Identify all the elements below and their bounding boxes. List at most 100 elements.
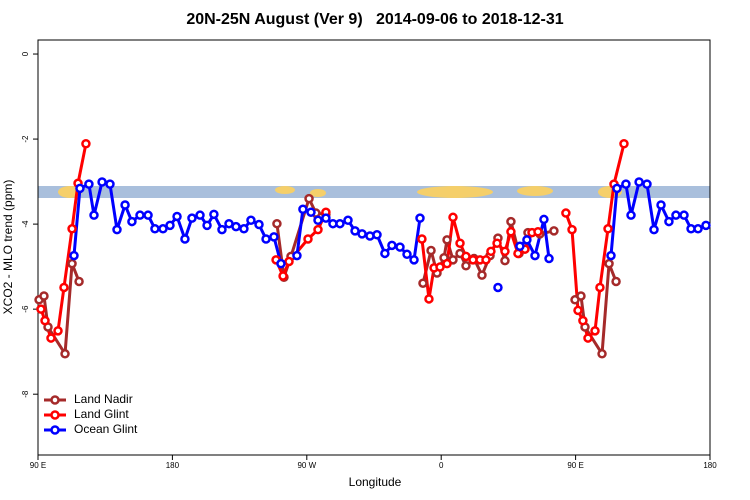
x-tick-label: 180 — [166, 461, 180, 470]
point — [395, 242, 405, 252]
point — [343, 215, 353, 226]
legend-marker — [50, 410, 60, 420]
point — [621, 179, 631, 189]
point — [127, 216, 137, 227]
point — [202, 220, 212, 231]
point — [426, 245, 436, 256]
point — [313, 215, 323, 226]
point — [172, 211, 182, 222]
point — [165, 220, 175, 231]
y-tick-label: -6 — [21, 305, 30, 313]
point — [424, 294, 434, 304]
point — [671, 210, 681, 220]
point — [611, 276, 621, 287]
point — [105, 179, 115, 189]
point — [269, 232, 279, 242]
point — [515, 241, 525, 251]
y-tick-label: -4 — [21, 220, 30, 228]
point — [603, 224, 613, 234]
point — [217, 224, 227, 235]
point — [120, 200, 130, 210]
point — [53, 326, 63, 336]
point — [590, 326, 600, 336]
point — [67, 224, 77, 234]
point — [606, 250, 616, 261]
point — [292, 250, 302, 261]
point — [664, 216, 674, 227]
point — [278, 271, 288, 281]
chart-title: 20N-25N August (Ver 9) 2014-09-06 to 201… — [186, 11, 563, 28]
point — [578, 315, 588, 326]
point — [261, 234, 271, 244]
point — [372, 229, 382, 240]
point — [597, 349, 607, 359]
point — [656, 200, 666, 210]
point — [97, 177, 107, 187]
point — [530, 250, 540, 261]
point — [461, 261, 471, 271]
point — [158, 224, 168, 234]
point — [298, 204, 308, 214]
point — [195, 210, 205, 220]
point — [492, 238, 502, 248]
point — [573, 305, 583, 316]
point — [40, 315, 50, 326]
point — [561, 208, 571, 218]
x-tick-label: 90 W — [297, 461, 316, 470]
point — [284, 256, 294, 267]
point — [81, 139, 91, 149]
point — [549, 226, 559, 236]
point — [303, 234, 313, 244]
point — [306, 207, 316, 217]
point — [642, 179, 652, 189]
point — [84, 179, 94, 189]
point — [506, 227, 516, 237]
point — [513, 248, 523, 259]
point — [67, 258, 77, 269]
point — [402, 249, 412, 260]
point — [522, 235, 532, 245]
point — [583, 333, 593, 343]
x-axis-label: Longitude — [349, 475, 402, 489]
point — [239, 224, 249, 234]
point — [409, 255, 419, 265]
point — [39, 291, 49, 301]
point — [313, 224, 323, 235]
legend-marker — [50, 395, 60, 405]
point — [477, 270, 487, 280]
series-line — [564, 143, 626, 341]
x-tick-label: 0 — [439, 461, 444, 470]
point — [417, 234, 427, 244]
point — [533, 227, 543, 237]
point — [448, 212, 458, 223]
point — [701, 220, 711, 231]
point — [576, 291, 586, 301]
point — [442, 258, 452, 269]
y-tick-label: -2 — [21, 135, 30, 143]
point — [89, 210, 99, 220]
point — [36, 304, 46, 314]
point — [59, 282, 69, 293]
y-axis-label: XCO2 - MLO trend (ppm) — [1, 180, 15, 315]
legend-label: Ocean Glint — [74, 422, 138, 436]
point — [180, 234, 190, 244]
point — [357, 229, 367, 239]
point — [435, 262, 445, 272]
point — [150, 224, 160, 234]
point — [500, 255, 510, 266]
point — [481, 255, 491, 265]
point — [135, 210, 145, 220]
point — [634, 177, 644, 187]
point — [679, 210, 689, 220]
point — [246, 215, 256, 226]
point — [254, 219, 264, 230]
legend-label: Land Nadir — [74, 392, 133, 406]
point — [604, 258, 614, 269]
point — [612, 183, 622, 194]
point — [486, 246, 496, 257]
legend-marker — [50, 425, 60, 435]
point — [69, 250, 79, 261]
point — [387, 240, 397, 251]
point — [276, 258, 286, 269]
